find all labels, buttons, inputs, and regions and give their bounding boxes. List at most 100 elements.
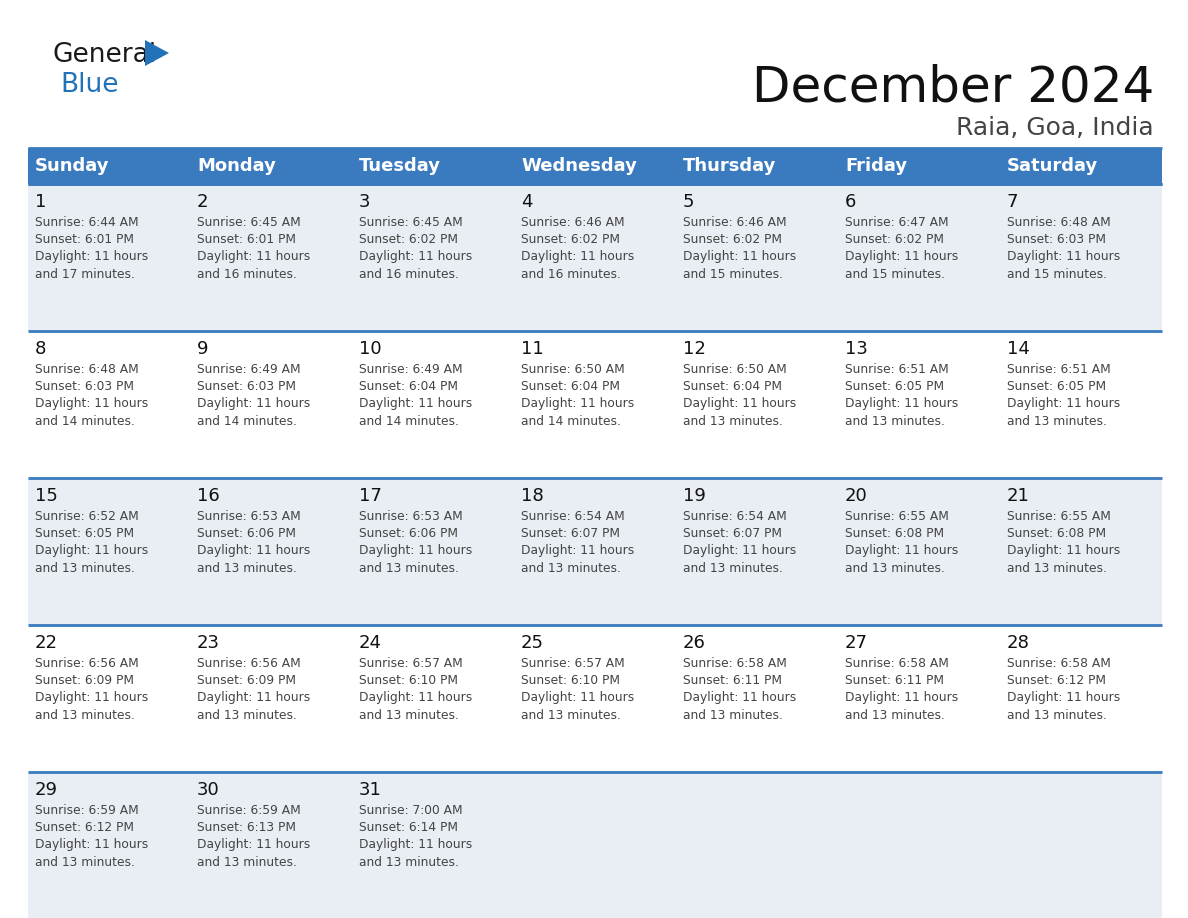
Bar xyxy=(1000,478,1162,625)
Text: and 13 minutes.: and 13 minutes. xyxy=(1007,562,1107,575)
Text: Sunrise: 6:49 AM: Sunrise: 6:49 AM xyxy=(359,363,462,376)
Text: and 14 minutes.: and 14 minutes. xyxy=(197,415,297,428)
Text: Sunset: 6:06 PM: Sunset: 6:06 PM xyxy=(359,527,459,540)
Text: and 13 minutes.: and 13 minutes. xyxy=(197,856,297,868)
Text: Sunrise: 6:52 AM: Sunrise: 6:52 AM xyxy=(34,510,139,523)
Text: Sunrise: 6:59 AM: Sunrise: 6:59 AM xyxy=(197,804,301,817)
Text: and 13 minutes.: and 13 minutes. xyxy=(34,709,135,722)
Text: Daylight: 11 hours: Daylight: 11 hours xyxy=(845,251,959,263)
Text: Sunset: 6:01 PM: Sunset: 6:01 PM xyxy=(197,233,296,246)
Text: Daylight: 11 hours: Daylight: 11 hours xyxy=(359,544,473,557)
Text: Thursday: Thursday xyxy=(683,157,777,175)
Text: Sunrise: 6:51 AM: Sunrise: 6:51 AM xyxy=(845,363,949,376)
Text: Tuesday: Tuesday xyxy=(359,157,441,175)
Text: Sunrise: 6:53 AM: Sunrise: 6:53 AM xyxy=(359,510,463,523)
Text: Sunrise: 6:51 AM: Sunrise: 6:51 AM xyxy=(1007,363,1111,376)
Bar xyxy=(838,148,1000,184)
Text: and 16 minutes.: and 16 minutes. xyxy=(359,268,459,281)
Bar xyxy=(514,772,676,918)
Bar xyxy=(676,772,838,918)
Bar xyxy=(352,331,514,478)
Text: Sunset: 6:06 PM: Sunset: 6:06 PM xyxy=(197,527,296,540)
Text: Daylight: 11 hours: Daylight: 11 hours xyxy=(197,251,310,263)
Bar xyxy=(352,478,514,625)
Bar xyxy=(514,148,676,184)
Text: Daylight: 11 hours: Daylight: 11 hours xyxy=(359,397,473,410)
Text: Sunset: 6:10 PM: Sunset: 6:10 PM xyxy=(522,674,620,688)
Bar xyxy=(514,478,676,625)
Text: 26: 26 xyxy=(683,634,706,652)
Bar xyxy=(190,772,352,918)
Text: Sunset: 6:02 PM: Sunset: 6:02 PM xyxy=(845,233,944,246)
Bar xyxy=(838,184,1000,331)
Text: Sunset: 6:02 PM: Sunset: 6:02 PM xyxy=(522,233,620,246)
Bar xyxy=(1000,772,1162,918)
Text: Sunset: 6:12 PM: Sunset: 6:12 PM xyxy=(34,822,134,834)
Text: 30: 30 xyxy=(197,781,220,799)
Text: Sunset: 6:07 PM: Sunset: 6:07 PM xyxy=(522,527,620,540)
Bar xyxy=(190,184,352,331)
Text: and 13 minutes.: and 13 minutes. xyxy=(683,709,783,722)
Text: Daylight: 11 hours: Daylight: 11 hours xyxy=(34,251,148,263)
Polygon shape xyxy=(145,40,169,66)
Text: Sunrise: 7:00 AM: Sunrise: 7:00 AM xyxy=(359,804,462,817)
Bar xyxy=(1000,331,1162,478)
Text: Daylight: 11 hours: Daylight: 11 hours xyxy=(34,544,148,557)
Text: and 14 minutes.: and 14 minutes. xyxy=(522,415,621,428)
Text: Sunrise: 6:50 AM: Sunrise: 6:50 AM xyxy=(522,363,625,376)
Text: and 13 minutes.: and 13 minutes. xyxy=(683,562,783,575)
Text: Sunset: 6:04 PM: Sunset: 6:04 PM xyxy=(683,380,782,393)
Text: Saturday: Saturday xyxy=(1007,157,1098,175)
Bar xyxy=(514,184,676,331)
Text: Sunrise: 6:46 AM: Sunrise: 6:46 AM xyxy=(683,216,786,229)
Text: Sunset: 6:11 PM: Sunset: 6:11 PM xyxy=(845,674,944,688)
Text: Sunrise: 6:54 AM: Sunrise: 6:54 AM xyxy=(522,510,625,523)
Text: Sunset: 6:07 PM: Sunset: 6:07 PM xyxy=(683,527,782,540)
Text: Daylight: 11 hours: Daylight: 11 hours xyxy=(683,691,796,704)
Text: Daylight: 11 hours: Daylight: 11 hours xyxy=(34,397,148,410)
Text: Sunset: 6:03 PM: Sunset: 6:03 PM xyxy=(1007,233,1106,246)
Bar xyxy=(676,184,838,331)
Text: 29: 29 xyxy=(34,781,58,799)
Text: and 14 minutes.: and 14 minutes. xyxy=(34,415,135,428)
Text: Daylight: 11 hours: Daylight: 11 hours xyxy=(1007,251,1120,263)
Text: Sunrise: 6:49 AM: Sunrise: 6:49 AM xyxy=(197,363,301,376)
Text: and 13 minutes.: and 13 minutes. xyxy=(683,415,783,428)
Text: Sunset: 6:01 PM: Sunset: 6:01 PM xyxy=(34,233,134,246)
Text: 15: 15 xyxy=(34,487,58,505)
Text: Sunset: 6:04 PM: Sunset: 6:04 PM xyxy=(359,380,459,393)
Text: Sunrise: 6:58 AM: Sunrise: 6:58 AM xyxy=(683,657,786,670)
Text: 14: 14 xyxy=(1007,340,1030,358)
Text: Sunset: 6:14 PM: Sunset: 6:14 PM xyxy=(359,822,459,834)
Text: Daylight: 11 hours: Daylight: 11 hours xyxy=(197,397,310,410)
Text: Daylight: 11 hours: Daylight: 11 hours xyxy=(359,691,473,704)
Text: 16: 16 xyxy=(197,487,220,505)
Text: Sunset: 6:03 PM: Sunset: 6:03 PM xyxy=(197,380,296,393)
Bar xyxy=(352,625,514,772)
Text: Sunset: 6:09 PM: Sunset: 6:09 PM xyxy=(34,674,134,688)
Text: Sunset: 6:03 PM: Sunset: 6:03 PM xyxy=(34,380,134,393)
Text: 4: 4 xyxy=(522,193,532,211)
Text: Sunset: 6:04 PM: Sunset: 6:04 PM xyxy=(522,380,620,393)
Text: December 2024: December 2024 xyxy=(752,64,1154,112)
Text: and 13 minutes.: and 13 minutes. xyxy=(359,562,459,575)
Text: Monday: Monday xyxy=(197,157,276,175)
Text: Sunrise: 6:45 AM: Sunrise: 6:45 AM xyxy=(197,216,301,229)
Text: Daylight: 11 hours: Daylight: 11 hours xyxy=(1007,691,1120,704)
Text: 6: 6 xyxy=(845,193,857,211)
Bar xyxy=(676,148,838,184)
Bar xyxy=(838,772,1000,918)
Text: Sunrise: 6:44 AM: Sunrise: 6:44 AM xyxy=(34,216,139,229)
Bar xyxy=(1000,625,1162,772)
Text: and 15 minutes.: and 15 minutes. xyxy=(683,268,783,281)
Text: Daylight: 11 hours: Daylight: 11 hours xyxy=(1007,397,1120,410)
Text: Daylight: 11 hours: Daylight: 11 hours xyxy=(845,397,959,410)
Text: Sunset: 6:05 PM: Sunset: 6:05 PM xyxy=(1007,380,1106,393)
Text: Sunset: 6:08 PM: Sunset: 6:08 PM xyxy=(1007,527,1106,540)
Text: 7: 7 xyxy=(1007,193,1018,211)
Text: and 14 minutes.: and 14 minutes. xyxy=(359,415,459,428)
Bar xyxy=(29,184,190,331)
Bar xyxy=(514,331,676,478)
Text: Sunrise: 6:55 AM: Sunrise: 6:55 AM xyxy=(1007,510,1111,523)
Text: Daylight: 11 hours: Daylight: 11 hours xyxy=(34,838,148,851)
